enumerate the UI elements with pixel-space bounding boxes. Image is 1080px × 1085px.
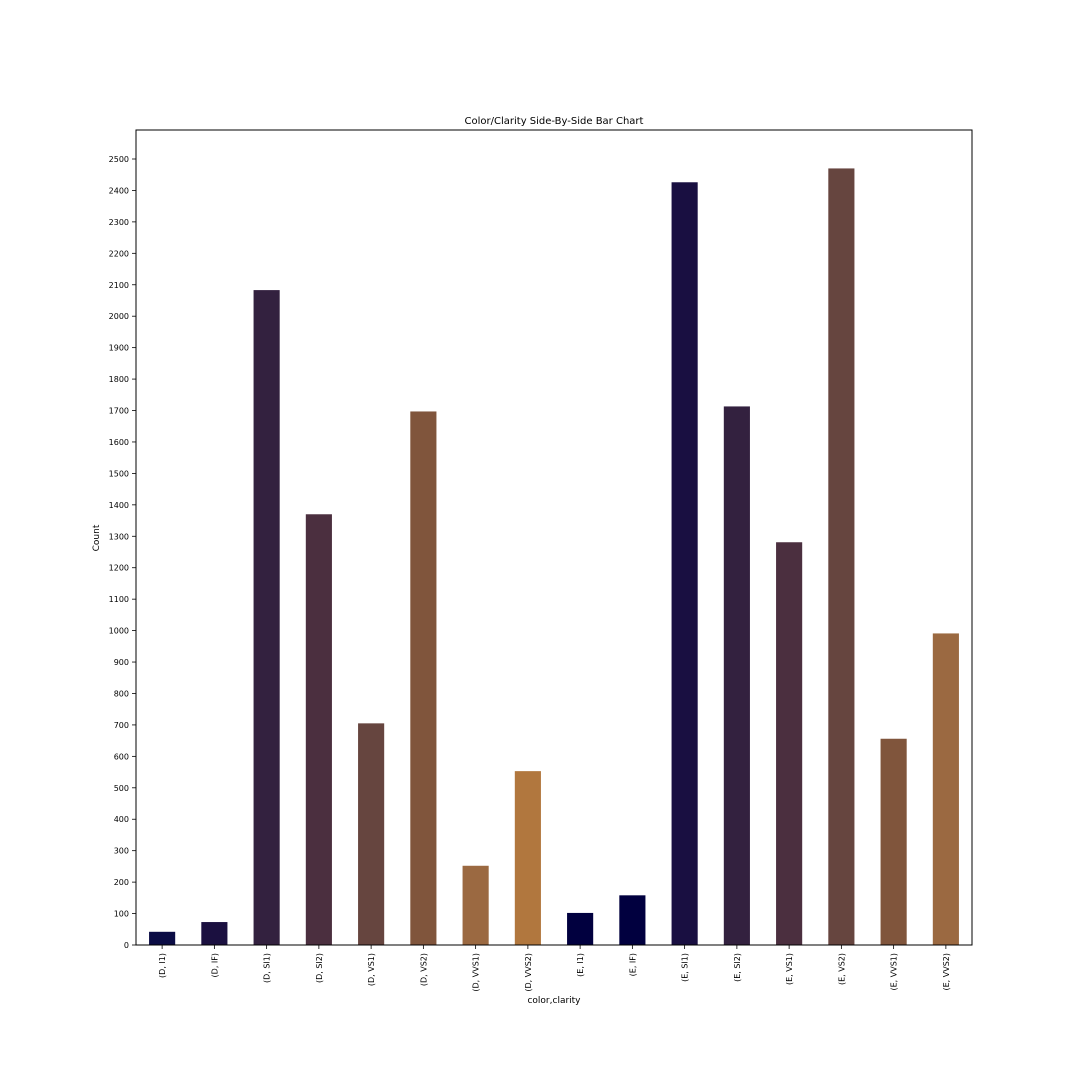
y-tick-label: 400 — [114, 815, 129, 824]
y-tick-label: 1200 — [109, 564, 129, 573]
y-tick-label: 500 — [114, 784, 129, 793]
y-axis-ticks: 0 100 200 300 400 500 600 700 800 900 1000 1100 1200… — [109, 155, 136, 950]
bars-group — [149, 168, 959, 946]
y-axis-label: Count — [92, 524, 102, 551]
x-tick-label: (E, I1) — [576, 953, 585, 977]
bar — [305, 514, 332, 945]
x-tick-label: (E, VVS1) — [890, 953, 899, 991]
bar — [776, 542, 803, 945]
y-tick-label: 2200 — [109, 249, 129, 258]
y-tick-label: 1800 — [109, 375, 129, 384]
chart-title: Color/Clarity Side-By-Side Bar Chart — [465, 116, 644, 127]
y-tick-label: 1400 — [109, 501, 129, 510]
bar — [723, 406, 750, 945]
bar — [201, 922, 228, 945]
y-tick-label: 1600 — [109, 438, 129, 447]
y-tick-label: 100 — [114, 910, 129, 919]
x-tick-label: (E, VVS2) — [942, 953, 951, 991]
y-tick-label: 600 — [114, 752, 129, 761]
y-tick-label: 2000 — [109, 312, 129, 321]
y-tick-label: 1100 — [109, 595, 129, 604]
x-tick-label: (E, IF) — [628, 953, 637, 976]
y-tick-label: 2400 — [109, 186, 129, 195]
x-tick-label: (E, SI1) — [681, 953, 690, 982]
bar — [932, 633, 959, 945]
bar — [880, 738, 907, 945]
x-tick-label: (E, VS1) — [785, 953, 794, 985]
x-tick-label: (D, I1) — [158, 953, 167, 978]
y-tick-label: 1500 — [109, 469, 129, 478]
y-tick-label: 1900 — [109, 344, 129, 353]
bar — [619, 895, 646, 945]
y-tick-label: 1300 — [109, 532, 129, 541]
x-axis-ticks: (D, I1) (D, IF) (D, SI1) (D, SI2) (D, VS1) (D… — [158, 945, 951, 992]
x-tick-label: (D, SI1) — [263, 953, 272, 983]
bar — [514, 771, 541, 945]
bar — [567, 912, 594, 945]
plot-frame — [135, 129, 973, 946]
x-tick-label: (E, SI2) — [733, 953, 742, 982]
x-tick-label: (D, VS2) — [419, 953, 428, 986]
x-tick-label: (E, VS2) — [837, 953, 846, 985]
y-tick-label: 0 — [124, 941, 129, 950]
y-tick-label: 1000 — [109, 627, 129, 636]
x-axis-label: color,clarity — [527, 996, 581, 1006]
y-tick-label: 2100 — [109, 281, 129, 290]
x-tick-label: (D, SI2) — [315, 953, 324, 983]
bar — [828, 168, 855, 945]
x-tick-label: (D, VS1) — [367, 953, 376, 986]
y-tick-label: 1700 — [109, 407, 129, 416]
bar — [671, 182, 698, 945]
y-tick-label: 2500 — [109, 155, 129, 164]
y-tick-label: 900 — [114, 658, 129, 667]
x-tick-label: (D, VVS1) — [472, 953, 481, 992]
y-tick-label: 200 — [114, 878, 129, 887]
y-tick-label: 700 — [114, 721, 129, 730]
x-tick-label: (D, VVS2) — [524, 953, 533, 992]
y-tick-label: 2300 — [109, 218, 129, 227]
bar — [462, 865, 489, 945]
y-tick-label: 300 — [114, 847, 129, 856]
bar — [149, 931, 176, 945]
bar — [358, 723, 385, 945]
bar — [253, 290, 280, 946]
bar — [410, 411, 437, 946]
y-tick-label: 800 — [114, 689, 129, 698]
x-tick-label: (D, IF) — [210, 953, 219, 977]
